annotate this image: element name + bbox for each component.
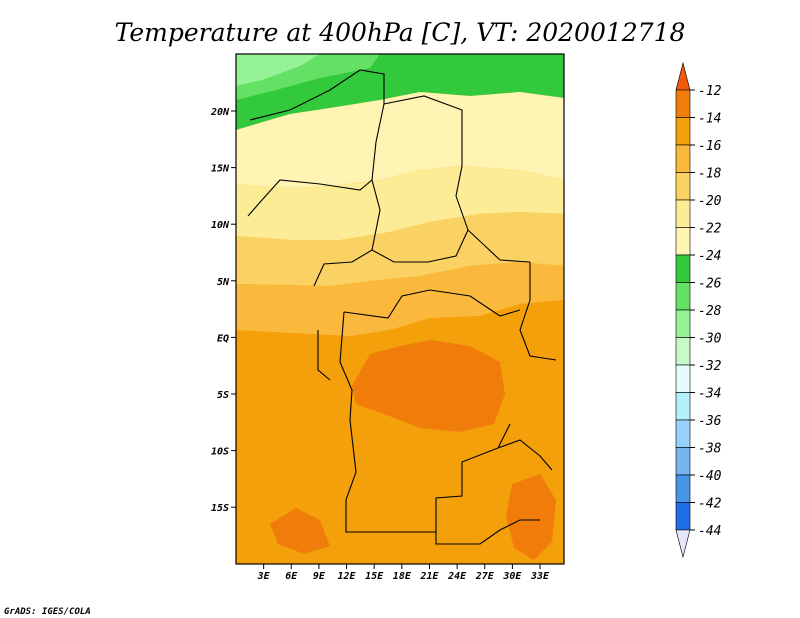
grads-credit: GrADS: IGES/COLA: [4, 607, 91, 617]
x-tick-label: 30E: [502, 571, 522, 582]
colorbar-label: -42: [698, 497, 722, 512]
colorbar-box: [675, 89, 691, 118]
colorbar-bottom-triangle: [675, 529, 691, 559]
colorbar-box: [675, 364, 691, 393]
x-tick-label: 21E: [419, 571, 439, 582]
colorbar: -12 -14 -16 -18 -20 -22 -24 -26 -28 -30 -32 -34 -36 -…: [675, 61, 722, 559]
colorbar-box: [675, 172, 691, 201]
colorbar-box: [675, 144, 691, 173]
region-north-band-28: [236, 54, 320, 86]
colorbar-box: [675, 309, 691, 338]
colorbar-label: -36: [698, 414, 722, 429]
colorbar-box: [675, 392, 691, 421]
chart-title: Temperature at 400hPa [C], VT: 202001271…: [115, 18, 686, 47]
colorbar-label: -22: [698, 222, 722, 237]
y-tick-label: EQ: [217, 333, 229, 344]
colorbar-box: [675, 282, 691, 311]
region-southeast-warm: [506, 474, 556, 560]
x-axis: 3E 6E 9E 12E 15E 18E 21E 24E 27E 30E 33E: [257, 564, 550, 582]
x-tick-label: 27E: [475, 571, 495, 582]
colorbar-label: -28: [698, 304, 722, 319]
y-tick-label: 20N: [210, 107, 230, 118]
colorbar-box: [675, 199, 691, 228]
x-tick-label: 33E: [530, 571, 550, 582]
y-tick-label: 15N: [211, 164, 230, 175]
colorbar-label: -12: [698, 84, 722, 99]
colorbar-label: -26: [698, 277, 722, 292]
colorbar-label: -40: [698, 469, 722, 484]
colorbar-box: [675, 117, 691, 146]
colorbar-box: [675, 337, 691, 366]
x-tick-label: 15E: [365, 571, 384, 582]
map-plot-area: [235, 53, 565, 565]
y-tick-label: 5S: [217, 390, 229, 401]
x-tick-label: 12E: [338, 571, 357, 582]
y-tick-label: 15S: [211, 503, 229, 514]
y-axis: 20N 15N 10N 5N EQ 5S 10S 15S: [210, 107, 236, 514]
colorbar-label: -38: [698, 442, 722, 457]
plot-frame: [235, 53, 565, 565]
colorbar-label: -14: [698, 112, 721, 127]
x-tick-label: 24E: [447, 571, 467, 582]
colorbar-box: [675, 474, 691, 503]
y-tick-label: 5N: [217, 277, 230, 288]
country-borders: [247, 69, 557, 545]
colorbar-box: [675, 227, 691, 256]
colorbar-box: [675, 502, 691, 531]
region-southwest-warm: [270, 508, 330, 554]
region-north-east-24: [470, 54, 564, 90]
y-tick-label: 10N: [211, 220, 230, 231]
region-sahel-band-20: [236, 92, 564, 188]
colorbar-box: [675, 254, 691, 283]
region-central-band-16: [236, 212, 564, 286]
x-tick-label: 6E: [285, 571, 298, 582]
colorbar-label: -18: [698, 167, 722, 182]
colorbar-box: [675, 419, 691, 448]
y-tick-label: 10S: [211, 447, 229, 458]
colorbar-label: -34: [698, 387, 721, 402]
colorbar-box: [675, 447, 691, 476]
colorbar-label: -16: [698, 139, 722, 154]
x-tick-label: 18E: [393, 571, 412, 582]
colorbar-label: -24: [698, 249, 721, 264]
colorbar-top-triangle: [675, 61, 691, 91]
colorbar-label: -44: [698, 524, 721, 539]
colorbar-label: -30: [698, 332, 722, 347]
x-tick-label: 9E: [313, 571, 326, 582]
colorbar-label: -20: [698, 194, 722, 209]
region-congo-warm-core: [352, 340, 505, 432]
region-sahel-band-18: [236, 166, 564, 240]
colorbar-label: -32: [698, 359, 722, 374]
x-tick-label: 3E: [257, 571, 271, 582]
